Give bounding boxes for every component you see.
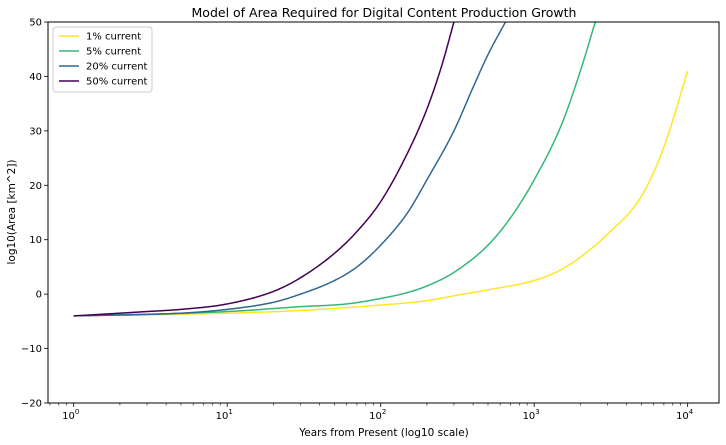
plot-frame	[47, 21, 720, 404]
y-tick-label: 20	[29, 181, 42, 192]
y-tick-label: 40	[29, 72, 42, 83]
y-tick-label: 50	[29, 18, 42, 29]
chart-title: Model of Area Required for Digital Conte…	[192, 5, 577, 20]
x-tick-label: 100	[62, 408, 79, 422]
series-line-4	[73, 22, 455, 317]
series-layer	[73, 22, 689, 317]
y-tick-label: 10	[29, 235, 42, 246]
y-tick-label: −20	[21, 399, 42, 410]
legend-label-3: 20% current	[86, 62, 148, 73]
y-tick-label: 0	[36, 290, 42, 301]
x-axis-label: Years from Present (log10 scale)	[298, 427, 469, 439]
legend: 1% current 5% current 20% current 50% curre…	[52, 26, 153, 93]
legend-box	[52, 26, 153, 93]
series-line-1	[73, 70, 689, 317]
series-line-2	[73, 22, 596, 317]
y-axis-label: log10(Area [km^2])	[6, 159, 18, 264]
legend-label-4: 50% current	[86, 77, 148, 88]
legend-label-1: 1% current	[86, 32, 141, 43]
x-tick-label: 103	[523, 408, 540, 422]
x-tick-label: 102	[369, 408, 386, 422]
x-tick-label: 101	[216, 408, 233, 422]
series-line-3	[73, 22, 507, 317]
legend-label-2: 5% current	[86, 47, 141, 58]
y-tick-label: −10	[21, 344, 42, 355]
y-tick-label: 30	[29, 126, 42, 137]
x-tick-label: 104	[676, 408, 694, 422]
